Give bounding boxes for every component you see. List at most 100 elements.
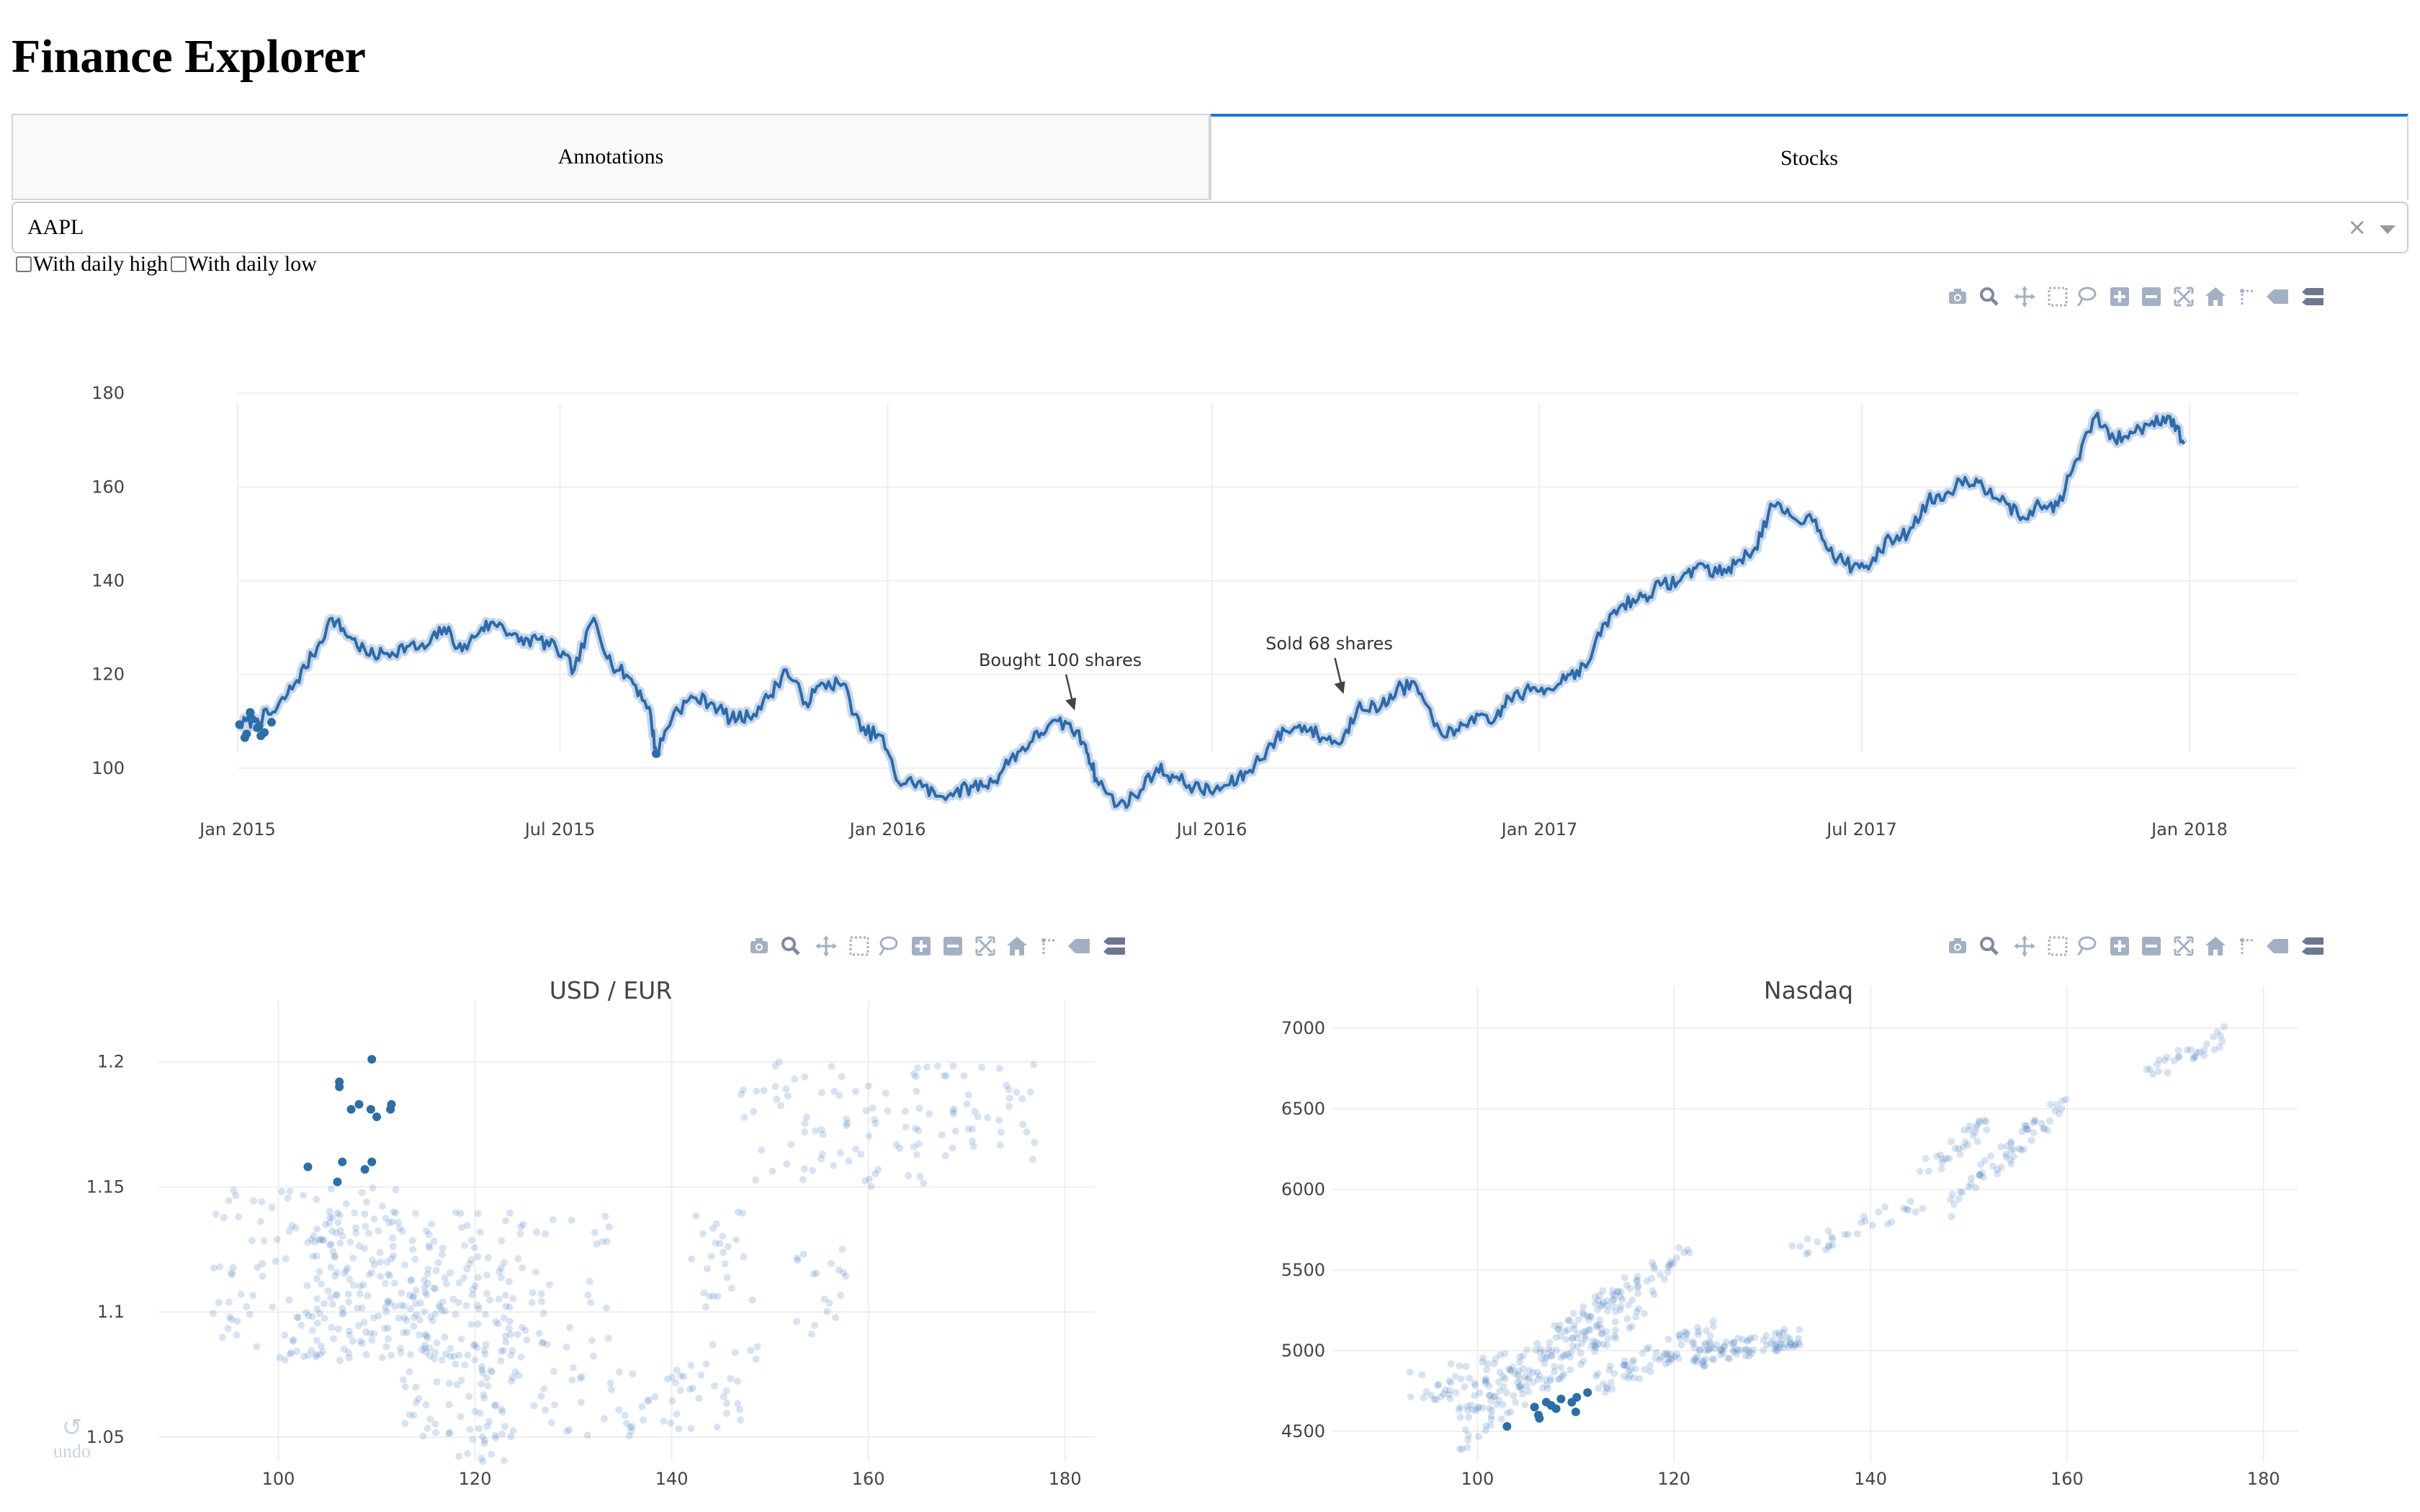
data-point: [220, 1213, 228, 1221]
data-point: [675, 1425, 683, 1433]
data-point: [225, 1313, 233, 1321]
hover-closest-icon[interactable]: [2264, 284, 2290, 310]
data-point: [349, 1282, 357, 1290]
data-point: [801, 1120, 809, 1128]
zoom-out-icon[interactable]: [940, 933, 966, 959]
lasso-icon[interactable]: [2074, 284, 2099, 310]
lasso-icon[interactable]: [875, 933, 901, 959]
lasso-icon[interactable]: [2074, 933, 2099, 959]
autoscale-icon[interactable]: [2171, 284, 2197, 310]
clear-selection-icon[interactable]: ×: [2347, 213, 2367, 240]
data-point: [714, 1292, 722, 1300]
zoom-in-icon[interactable]: [908, 933, 934, 959]
usd-eur-scatter-chart[interactable]: USD / EUR 100 120 140 160 180 1.05 1.1 1.15 1.2: [0, 965, 1196, 1512]
selected-point: [652, 749, 661, 758]
data-point: [1499, 1373, 1507, 1381]
data-point: [382, 1308, 390, 1315]
daily-high-checkbox[interactable]: [16, 256, 32, 272]
data-point: [1509, 1363, 1517, 1371]
zoom-out-icon[interactable]: [2138, 933, 2164, 959]
page-title: Finance Explorer: [12, 30, 366, 83]
daily-low-checkbox[interactable]: [171, 256, 187, 272]
data-point: [1487, 1421, 1494, 1429]
autoscale-icon[interactable]: [2171, 933, 2197, 959]
box-select-icon[interactable]: [2045, 284, 2071, 310]
tab-stocks[interactable]: Stocks: [1210, 114, 2408, 200]
data-point: [723, 1399, 731, 1407]
data-point: [736, 1405, 744, 1413]
data-point: [427, 1220, 435, 1228]
undo-button[interactable]: ↺ undo: [50, 1415, 94, 1462]
daily-high-option[interactable]: With daily high: [13, 252, 168, 276]
zoom-in-icon[interactable]: [2107, 933, 2133, 959]
spike-lines-icon[interactable]: [2233, 933, 2259, 959]
zoom-icon[interactable]: [1976, 284, 2002, 310]
data-point: [1455, 1405, 1463, 1413]
data-point: [1569, 1342, 1577, 1350]
tab-annotations[interactable]: Annotations: [12, 114, 1210, 200]
hover-compare-icon[interactable]: [1101, 933, 1126, 959]
data-point: [1617, 1302, 1625, 1310]
reset-axes-icon[interactable]: [2202, 933, 2228, 959]
camera-icon[interactable]: [1945, 284, 1971, 310]
stock-price-chart[interactable]: Jan 2015 Jul 2015 Jan 2016 Jul 2016 Jan 2017…: [0, 374, 2420, 878]
data-point: [326, 1213, 334, 1221]
hover-compare-icon[interactable]: [2299, 933, 2325, 959]
data-point: [303, 1282, 311, 1290]
zoom-icon[interactable]: [1976, 933, 2002, 959]
data-point: [1446, 1395, 1454, 1403]
daily-low-option[interactable]: With daily low: [168, 252, 317, 276]
autoscale-icon[interactable]: [972, 933, 998, 959]
data-point: [1487, 1416, 1495, 1423]
data-point: [479, 1369, 487, 1377]
ticker-dropdown[interactable]: AAPL ×: [12, 202, 2408, 253]
annotation-sold: Sold 68 shares: [1265, 634, 1393, 654]
camera-icon[interactable]: [746, 933, 772, 959]
data-point: [268, 1203, 276, 1211]
data-point: [736, 1416, 744, 1424]
data-point: [1730, 1348, 1738, 1356]
dropdown-arrow-icon[interactable]: [2380, 225, 2396, 234]
data-point: [1541, 1359, 1549, 1367]
data-point: [380, 1324, 388, 1332]
data-point: [709, 1292, 717, 1300]
data-point: [2045, 1117, 2053, 1125]
hover-compare-icon[interactable]: [2299, 284, 2325, 310]
camera-icon[interactable]: [1945, 933, 1971, 959]
data-point: [421, 1308, 429, 1315]
hover-closest-icon[interactable]: [2264, 933, 2290, 959]
data-point: [305, 1312, 313, 1320]
data-point: [1689, 1338, 1697, 1346]
data-point: [438, 1306, 446, 1314]
hover-closest-icon[interactable]: [1065, 933, 1091, 959]
data-point: [1598, 1329, 1606, 1337]
selected-point: [346, 1104, 356, 1114]
data-point: [1569, 1333, 1577, 1341]
zoom-icon[interactable]: [778, 933, 804, 959]
spike-lines-icon[interactable]: [2233, 284, 2259, 310]
data-point: [782, 1085, 790, 1093]
data-point: [1713, 1341, 1721, 1349]
spike-lines-icon[interactable]: [1035, 933, 1061, 959]
data-point: [1650, 1262, 1658, 1270]
box-select-icon[interactable]: [846, 933, 872, 959]
data-point: [912, 1072, 920, 1080]
data-point: [1775, 1332, 1783, 1340]
reset-axes-icon[interactable]: [1004, 933, 1030, 959]
pan-icon[interactable]: [2012, 284, 2038, 310]
box-select-icon[interactable]: [2045, 933, 2071, 959]
data-point: [680, 1372, 688, 1380]
data-point: [384, 1335, 392, 1343]
data-point: [1471, 1380, 1479, 1387]
data-point: [913, 1087, 920, 1095]
data-point: [1595, 1297, 1603, 1305]
nasdaq-scatter-chart[interactable]: Nasdaq 100 120 140 160 180 4500 5000 5500 6000 650…: [1196, 965, 2420, 1512]
data-point: [1676, 1331, 1684, 1338]
zoom-in-icon[interactable]: [2107, 284, 2133, 310]
zoom-out-icon[interactable]: [2138, 284, 2164, 310]
data-point: [1961, 1138, 1969, 1146]
reset-axes-icon[interactable]: [2202, 284, 2228, 310]
pan-icon[interactable]: [813, 933, 839, 959]
pan-icon[interactable]: [2012, 933, 2038, 959]
data-point: [438, 1356, 446, 1364]
